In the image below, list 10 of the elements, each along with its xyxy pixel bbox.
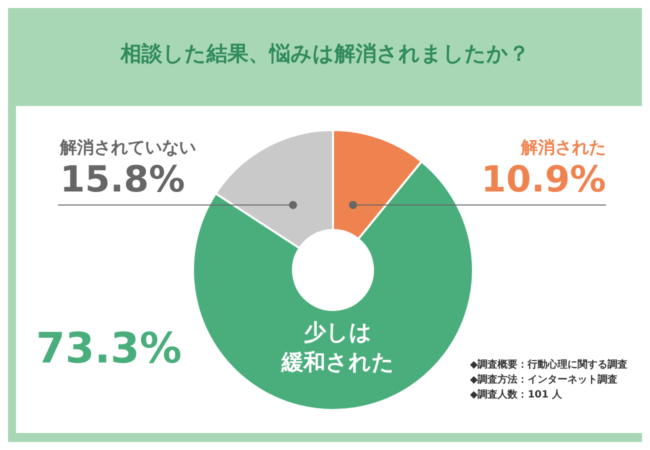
text: ◆調査方法：インターネット調査 bbox=[470, 374, 618, 386]
data-label: 15.8% bbox=[60, 160, 185, 200]
chart-title: 相談した結果、悩みは解消されましたか？ bbox=[120, 42, 530, 66]
slice-label: 解消された bbox=[520, 138, 606, 158]
data-label: 73.3% bbox=[36, 324, 182, 372]
text: ◆調査人数：101 人 bbox=[470, 388, 564, 400]
slice-label: 解消されていない bbox=[59, 138, 196, 158]
slice-label: 少しは緩和された bbox=[280, 320, 394, 376]
data-label: 10.9% bbox=[481, 160, 606, 200]
text: ◆調査概要：行動心理に関する調査 bbox=[470, 358, 628, 370]
